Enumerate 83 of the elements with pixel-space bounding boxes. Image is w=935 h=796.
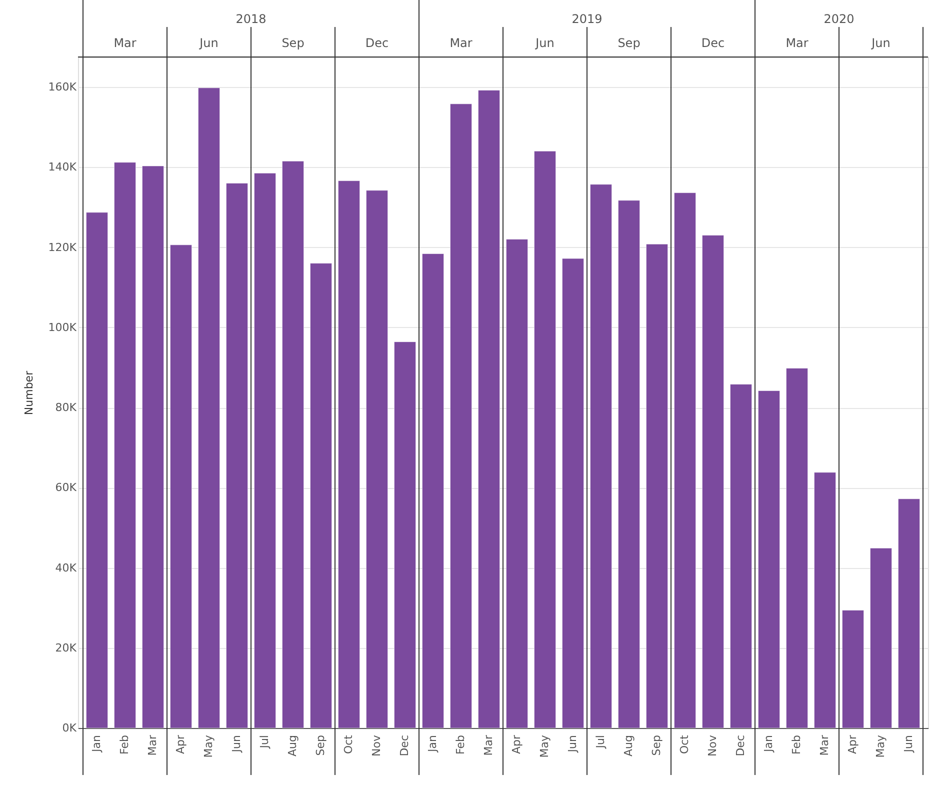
x-tick-label: Mar [482,734,495,756]
bar [758,390,780,728]
text: Mar [786,36,808,50]
bar [702,235,724,728]
y-tick-label: 160K [48,80,78,94]
x-tick-label: Oct [342,734,355,754]
x-tick-label: Jan [426,734,439,753]
x-tick-label: Mar [146,734,159,756]
x-tick-label: Feb [790,734,803,754]
y-tick-label: 40K [55,561,78,574]
bar [646,244,668,728]
text: Jun [870,36,890,50]
x-tick-label: Sep [650,734,663,756]
bar [674,192,696,728]
bar [590,184,612,728]
x-tick-label: Jan [762,734,775,753]
bar [170,244,192,728]
bar [226,183,248,728]
bar [450,104,472,728]
y-tick-label: 0K [62,722,78,734]
x-tick-label: Mar [818,734,831,756]
x-tick-label: Aug [622,735,635,756]
x-tick-label: Jul [594,735,607,750]
y-tick-label: 140K [48,160,78,174]
x-tick-label: Nov [370,734,383,756]
text: Jun [198,36,218,50]
x-tick-label: Oct [678,734,691,754]
bar [338,180,360,728]
x-tick-label: Dec [398,735,411,756]
bar [310,263,332,728]
text: Sep [618,36,640,50]
text: 2020 [824,12,854,26]
x-tick-label: Dec [734,735,747,756]
bar [730,384,752,728]
x-tick-label: Aug [286,735,299,756]
text: Dec [365,36,389,50]
x-tick-label: Apr [510,734,523,754]
bar [86,212,108,728]
y-axis-title: Number [22,370,36,416]
bar [898,498,920,728]
text: 2018 [236,12,266,26]
bar [366,190,388,728]
bar [618,200,640,728]
x-tick-label: May [538,734,551,758]
x-tick-label: Jan [90,734,103,753]
text: Mar [450,36,472,50]
bar [254,173,276,728]
text: Jun [534,36,554,50]
x-tick-label: Jul [258,735,271,750]
y-tick-label: 20K [55,641,78,654]
x-tick-label: May [874,734,887,758]
x-tick-label: Apr [174,734,187,754]
bar [198,88,220,728]
y-tick-label: 60K [55,481,78,494]
x-tick-label: Feb [454,734,467,754]
bar [394,342,416,728]
x-tick-label: Nov [706,734,719,756]
x-tick-label: Jun [230,734,243,754]
bar [478,90,500,728]
bar [842,610,864,728]
bar [562,258,584,728]
bar [114,162,136,728]
x-tick-label: Jun [566,734,579,754]
bar [142,166,164,728]
x-tick-label: Apr [846,734,859,754]
x-tick-label: Feb [118,734,131,754]
text: 2019 [572,12,602,26]
x-tick-label: May [202,734,215,758]
bar [422,254,444,728]
text: Mar [114,36,136,50]
y-tick-label: 120K [48,240,78,254]
bar [786,368,808,728]
y-tick-label: 100K [48,320,78,334]
bar [282,161,304,728]
text: Sep [282,36,304,50]
bar [870,548,892,728]
bar [506,239,528,728]
x-tick-label: Jun [902,734,915,754]
bar [534,150,556,728]
bar [814,472,836,728]
text: Dec [701,36,725,50]
x-tick-label: Sep [314,734,327,756]
y-tick-label: 80K [55,401,78,414]
